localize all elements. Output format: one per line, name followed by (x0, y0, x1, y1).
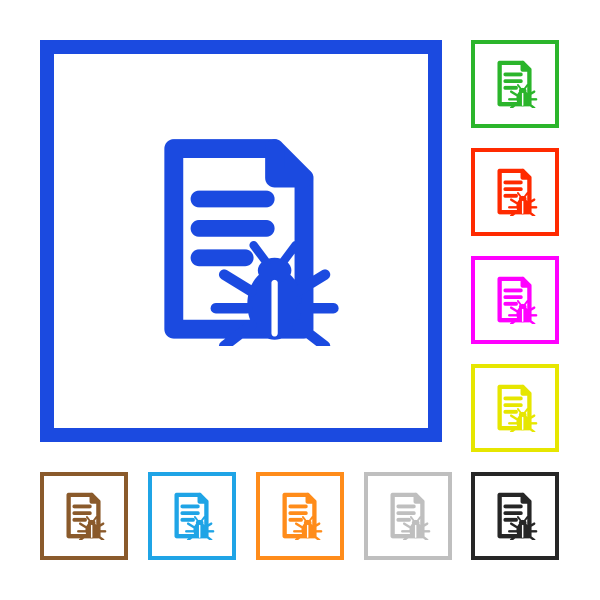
bug-report-document-icon (276, 492, 324, 540)
icon-tile (256, 472, 344, 560)
icon-tile (471, 256, 559, 344)
icon-tile (40, 40, 442, 442)
bug-report-document-icon (168, 492, 216, 540)
bug-report-document-icon (60, 492, 108, 540)
bug-report-document-icon (491, 168, 539, 216)
icon-set-canvas (0, 0, 600, 600)
icon-tile (40, 472, 128, 560)
icon-tile (471, 40, 559, 128)
icon-tile (364, 472, 452, 560)
bug-report-document-icon (491, 492, 539, 540)
icon-tile (471, 148, 559, 236)
icon-tile (471, 364, 559, 452)
bug-report-document-icon (384, 492, 432, 540)
icon-tile (471, 472, 559, 560)
icon-tile (148, 472, 236, 560)
bug-report-document-icon (491, 384, 539, 432)
bug-report-document-icon (491, 276, 539, 324)
bug-report-document-icon (136, 136, 346, 346)
bug-report-document-icon (491, 60, 539, 108)
